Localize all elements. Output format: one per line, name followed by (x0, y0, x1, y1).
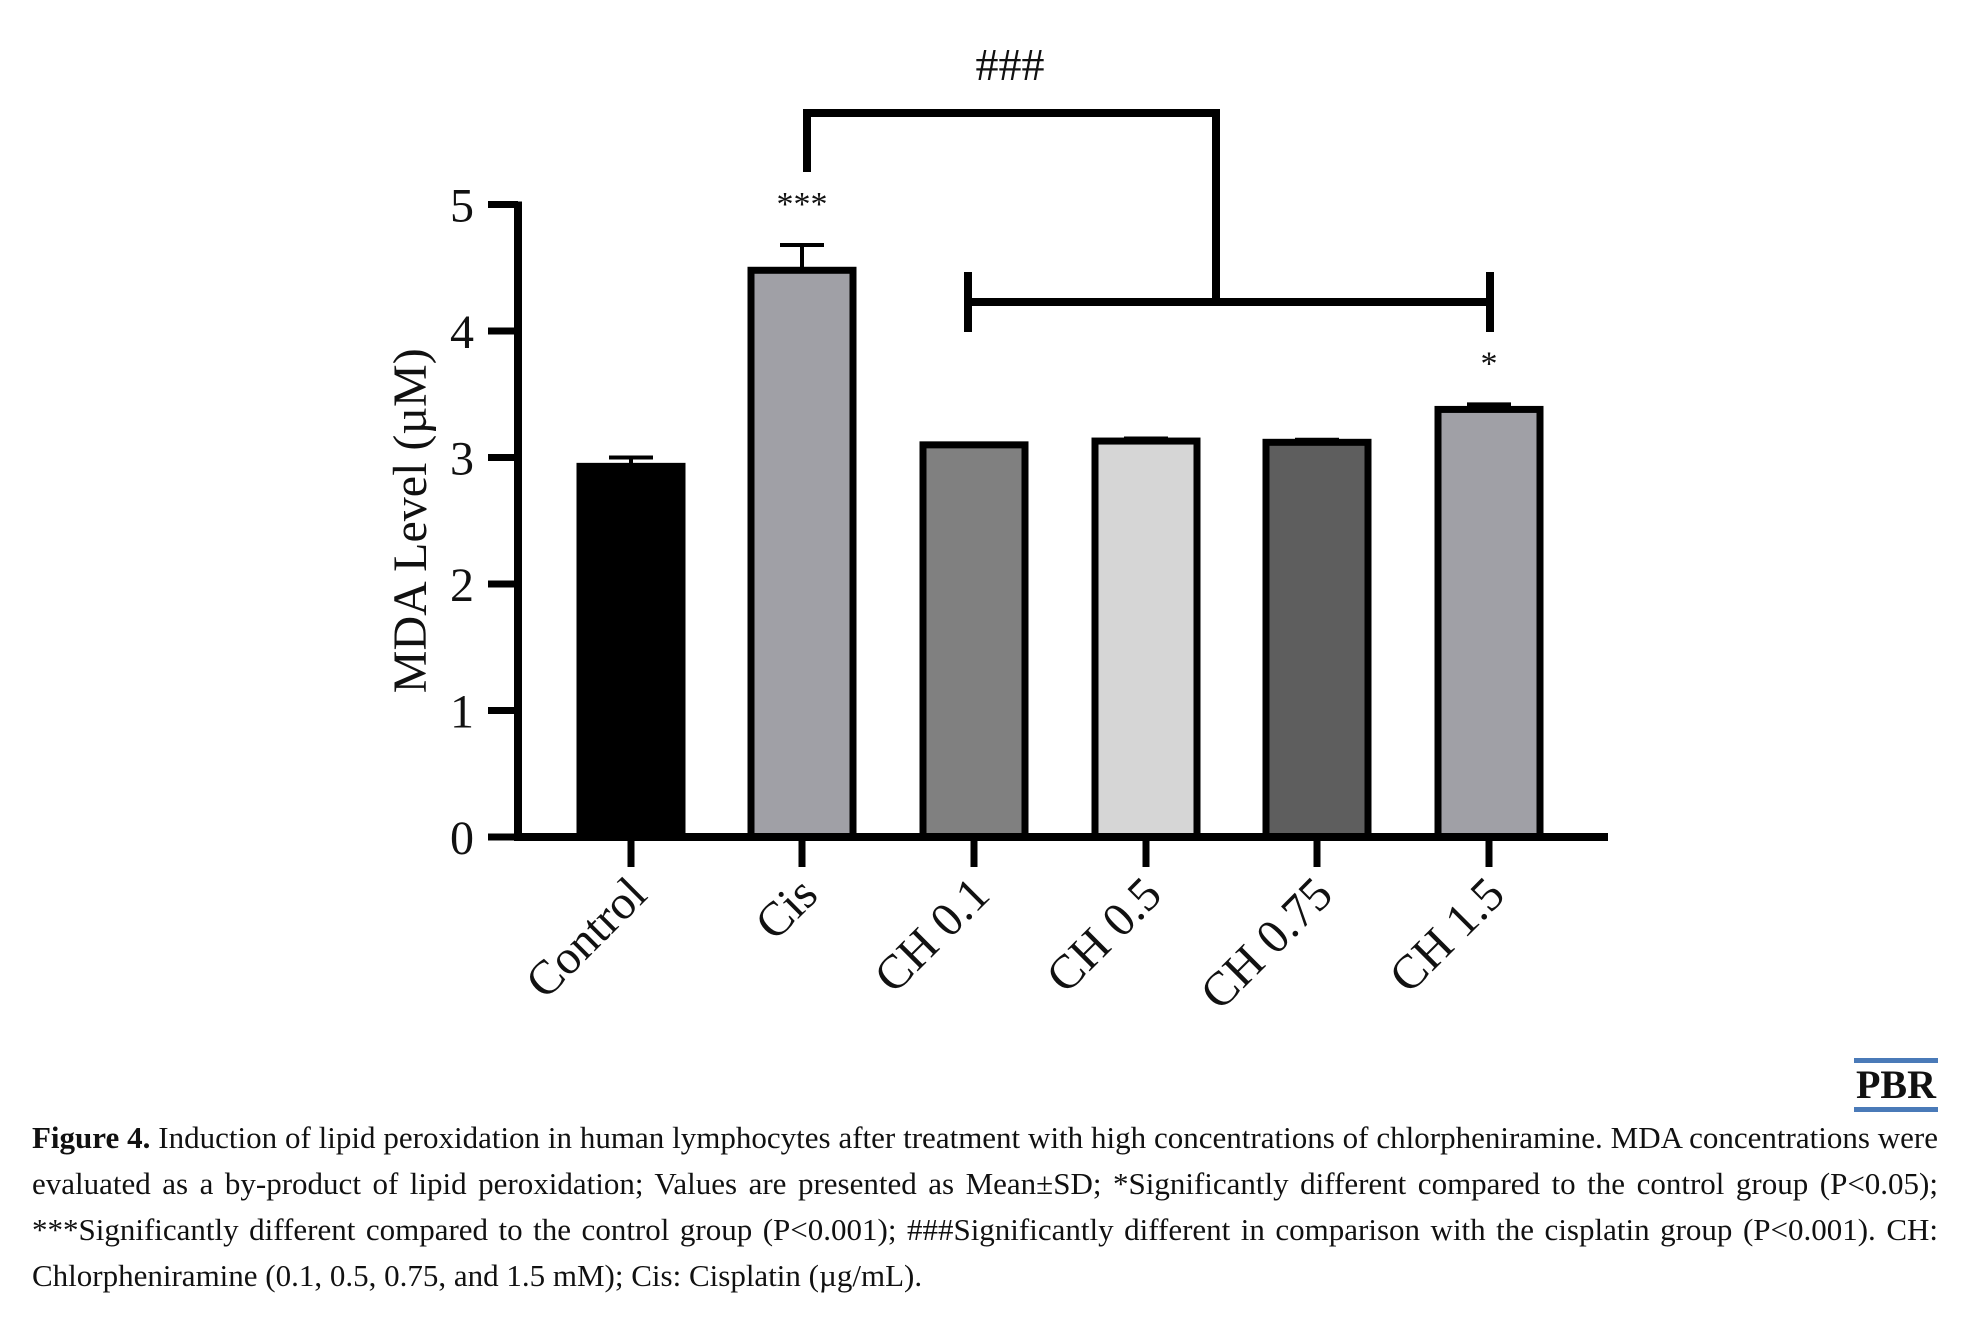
bar-0 (576, 462, 686, 841)
bar-5 (1434, 405, 1544, 841)
x-tick-label-1: Cis (745, 867, 828, 950)
x-tick-label-5: CH 1.5 (1379, 867, 1515, 1003)
x-tick-label-3: CH 0.5 (1036, 867, 1172, 1003)
y-axis-label: MDA Level (µM) (384, 348, 437, 693)
y-tick-label-5: 5 (450, 180, 474, 233)
caption-label: Figure 4. (32, 1120, 151, 1155)
y-tick-label-3: 3 (450, 433, 474, 486)
figure-caption: Figure 4. Induction of lipid peroxidatio… (32, 1115, 1938, 1299)
significance-marker-0: *** (777, 186, 828, 223)
comparison-bracket (803, 109, 1220, 302)
bar-4 (1262, 438, 1372, 841)
journal-logo: PBR (1854, 1058, 1938, 1112)
bar-2 (919, 441, 1029, 841)
caption-text: Induction of lipid peroxidation in human… (32, 1120, 1939, 1293)
x-tick-label-0: Control (516, 867, 657, 1008)
x-tick-label-2: CH 0.1 (864, 867, 1000, 1003)
bracket-label: ### (976, 39, 1045, 90)
bar-1 (747, 266, 857, 841)
x-tick-label-4: CH 0.75 (1190, 867, 1343, 1020)
y-tick-label-1: 1 (450, 686, 474, 739)
y-tick-label-4: 4 (450, 306, 474, 359)
y-tick-label-0: 0 (450, 812, 474, 865)
bar-3 (1091, 437, 1201, 841)
significance-marker-1: * (1481, 345, 1498, 382)
bar-chart: 0 1 2 3 4 5 MDA Level (µM) Control Cis CH 0.1 CH 0… (384, 39, 1608, 1020)
y-tick-label-2: 2 (450, 559, 474, 612)
